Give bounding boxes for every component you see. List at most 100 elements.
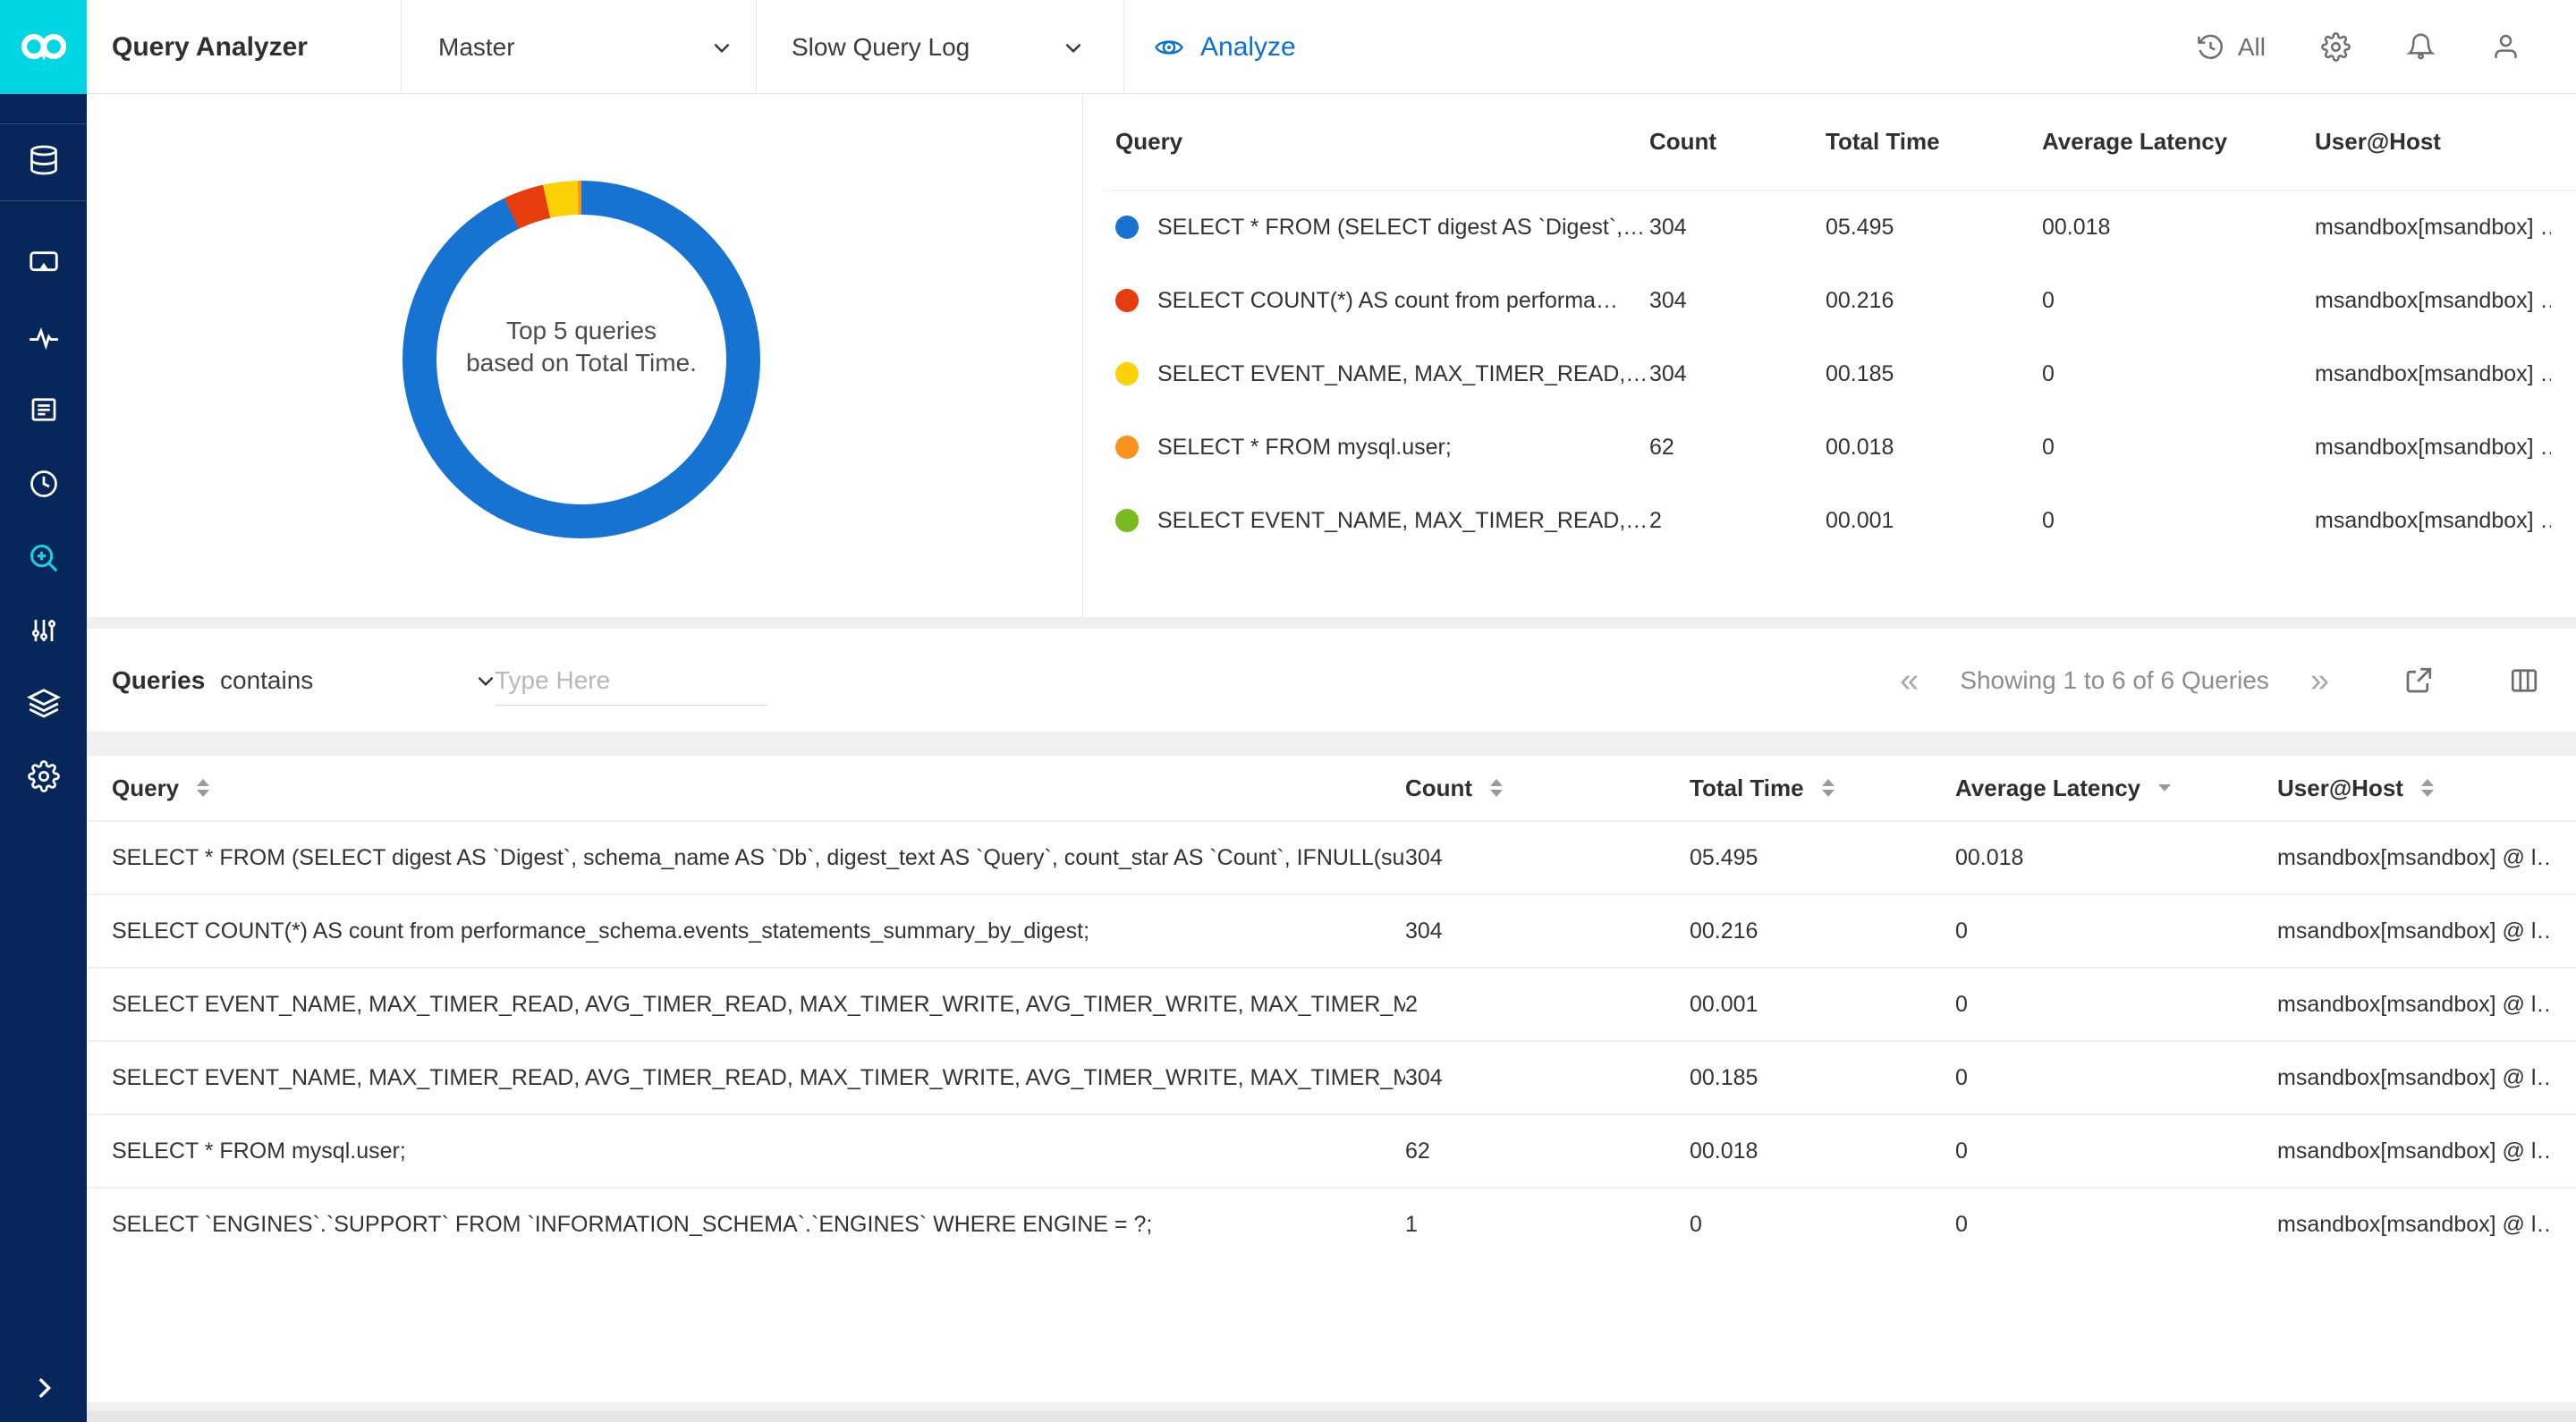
layers-icon xyxy=(26,689,61,718)
count-value: 62 xyxy=(1649,434,1674,460)
series-color-dot xyxy=(1115,509,1139,532)
history-range-button[interactable]: All xyxy=(2196,32,2266,62)
table-row[interactable]: SELECT `ENGINES`.`SUPPORT` FROM `INFORMA… xyxy=(87,1187,2576,1260)
query-text: SELECT COUNT(*) AS count from performa… xyxy=(1157,287,1618,313)
column-header: Count xyxy=(1649,127,1717,155)
sortable-column-header[interactable]: Count xyxy=(1405,774,1690,802)
table-row[interactable]: SELECT EVENT_NAME, MAX_TIMER_READ, AVG_T… xyxy=(87,967,2576,1040)
count-value: 304 xyxy=(1405,844,1443,870)
log-type-dropdown[interactable]: Slow Query Log xyxy=(792,0,1085,94)
donut-chart-wrap: Top 5 queries based on Total Time. xyxy=(402,181,760,538)
pagination-status: Showing 1 to 6 of 6 Queries xyxy=(1960,665,2269,694)
gear-icon xyxy=(27,760,60,792)
table-row[interactable]: SELECT * FROM mysql.user; 62 00.018 0 ms… xyxy=(87,1113,2576,1187)
query-text: SELECT * FROM (SELECT digest AS `Digest`… xyxy=(112,844,1405,870)
sidebar-item-events[interactable] xyxy=(26,466,62,502)
query-filter-bar: Queries contains « Showing 1 to 6 of 6 Q… xyxy=(87,629,2576,732)
count-value: 304 xyxy=(1649,214,1687,240)
analyze-button[interactable]: Analyze xyxy=(1154,0,1296,94)
history-range-label: All xyxy=(2237,32,2266,61)
sortable-column-header[interactable]: Average Latency xyxy=(1955,774,2277,802)
donut-center-label: Top 5 queries based on Total Time. xyxy=(466,317,697,377)
filter-operator-value: contains xyxy=(220,665,314,694)
user-host-value: msandbox[msandbox] … xyxy=(2315,287,2551,313)
sortable-column-header[interactable]: Query xyxy=(112,774,1405,802)
sort-arrows-icon xyxy=(2158,784,2172,791)
sidebar-item-settings[interactable] xyxy=(26,758,62,794)
column-header: Total Time xyxy=(1826,127,1940,155)
top-header: Query Analyzer Master Slow Query Log Ana… xyxy=(0,0,2576,94)
header-divider xyxy=(1123,0,1124,94)
server-selector-dropdown[interactable]: Master xyxy=(438,0,733,94)
report-icon xyxy=(31,398,55,421)
filter-search-input[interactable] xyxy=(495,656,767,706)
chevron-right-icon xyxy=(38,1377,51,1399)
app-logo[interactable] xyxy=(0,0,87,94)
series-color-dot xyxy=(1115,436,1139,459)
clock-icon xyxy=(30,470,57,497)
pagination-prev-button[interactable]: « xyxy=(1900,661,1919,699)
top-table-row[interactable]: SELECT EVENT_NAME, MAX_TIMER_READ,… 2 00… xyxy=(1083,484,2576,557)
avg-latency-value: 0 xyxy=(1955,1211,1968,1237)
sidebar-item-dashboard[interactable] xyxy=(26,244,62,280)
total-time-value: 05.495 xyxy=(1826,214,1894,240)
chevron-down-icon xyxy=(474,669,497,692)
top-table-row[interactable]: SELECT * FROM mysql.user; 62 00.018 0 ms… xyxy=(1083,411,2576,484)
header-divider xyxy=(756,0,757,94)
top-table-row[interactable]: SELECT COUNT(*) AS count from performa… … xyxy=(1083,264,2576,337)
total-time-value: 00.001 xyxy=(1826,507,1894,533)
count-value: 62 xyxy=(1405,1138,1430,1164)
avg-latency-value: 0 xyxy=(1955,918,1968,944)
export-button[interactable] xyxy=(2402,664,2435,697)
query-text: SELECT EVENT_NAME, MAX_TIMER_READ, AVG_T… xyxy=(112,1064,1405,1090)
column-label: Count xyxy=(1405,774,1473,801)
avg-latency-value: 0 xyxy=(1955,991,1968,1017)
filter-operator-dropdown[interactable]: contains xyxy=(220,629,497,732)
filter-label: Queries xyxy=(112,665,206,694)
series-color-dot xyxy=(1115,216,1139,239)
pagination-next-button[interactable]: » xyxy=(2309,661,2329,699)
query-text: SELECT EVENT_NAME, MAX_TIMER_READ, AVG_T… xyxy=(112,991,1405,1017)
sidebar-expand-button[interactable] xyxy=(26,1370,62,1406)
top-table-row[interactable]: SELECT EVENT_NAME, MAX_TIMER_READ,… 304 … xyxy=(1083,337,2576,411)
sortable-column-header[interactable]: Total Time xyxy=(1690,774,1955,802)
query-text: SELECT * FROM mysql.user; xyxy=(112,1138,406,1164)
total-time-value: 0 xyxy=(1690,1211,1702,1237)
count-value: 1 xyxy=(1405,1211,1418,1237)
columns-icon xyxy=(2511,668,2538,692)
sidebar-item-tuning[interactable] xyxy=(26,613,62,648)
table-row[interactable]: SELECT * FROM (SELECT digest AS `Digest`… xyxy=(87,820,2576,893)
total-time-value: 00.018 xyxy=(1826,434,1894,460)
column-settings-button[interactable] xyxy=(2508,664,2540,697)
sortable-column-header[interactable]: User@Host xyxy=(2277,774,2551,802)
sidebar-item-replication[interactable] xyxy=(26,685,62,721)
series-color-dot xyxy=(1115,289,1139,312)
sidebar-item-reports[interactable] xyxy=(26,392,62,427)
queries-table-panel: Query Count Total Time Average Latency User@… xyxy=(87,756,2576,1402)
table-row[interactable]: SELECT EVENT_NAME, MAX_TIMER_READ, AVG_T… xyxy=(87,1040,2576,1113)
user-account-button[interactable] xyxy=(2491,32,2521,62)
user-host-value: msandbox[msandbox] @ l… xyxy=(2277,991,2551,1017)
query-text: SELECT COUNT(*) AS count from performanc… xyxy=(112,918,1090,944)
scroll-track[interactable] xyxy=(87,1411,2576,1422)
column-label: User@Host xyxy=(2277,774,2403,801)
count-value: 304 xyxy=(1405,1064,1443,1090)
activity-pulse-icon xyxy=(29,327,58,351)
table-row[interactable]: SELECT COUNT(*) AS count from performanc… xyxy=(87,893,2576,967)
user-host-value: msandbox[msandbox] @ l… xyxy=(2277,1138,2551,1164)
count-value: 304 xyxy=(1649,360,1687,386)
panel-divider xyxy=(1082,94,1083,617)
history-icon xyxy=(2198,34,2223,59)
sidebar-item-servers[interactable] xyxy=(26,142,62,178)
top-table-row[interactable]: SELECT * FROM (SELECT digest AS `Digest`… xyxy=(1083,190,2576,264)
top-table-body: SELECT * FROM (SELECT digest AS `Digest`… xyxy=(1083,190,2576,557)
chevron-down-icon xyxy=(1062,36,1085,59)
avg-latency-value: 0 xyxy=(2042,507,2055,533)
sidebar-item-query-analyzer-active[interactable] xyxy=(26,540,62,576)
sidebar-item-monitors[interactable] xyxy=(26,320,62,356)
notifications-button[interactable] xyxy=(2406,32,2436,62)
settings-button[interactable] xyxy=(2321,32,2351,62)
sort-arrows-icon xyxy=(1490,779,1504,797)
top-table-header: Query Count Total Time Average Latency User@… xyxy=(1083,94,2576,189)
bell-icon xyxy=(2406,33,2436,60)
